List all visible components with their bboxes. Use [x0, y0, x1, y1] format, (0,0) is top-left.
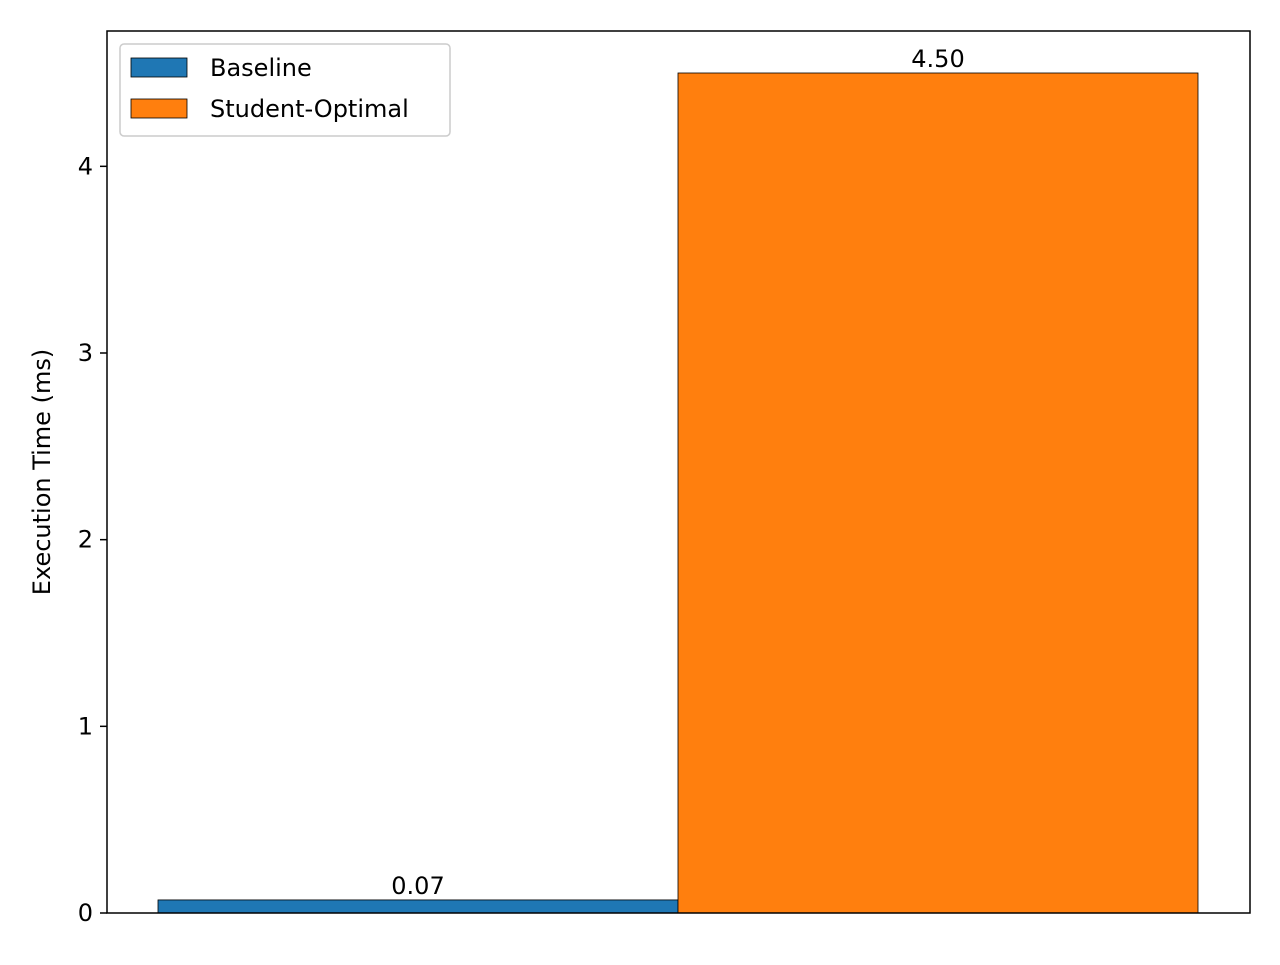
legend: Baseline Student-Optimal [119, 43, 451, 137]
y-tick-label: 0 [78, 899, 93, 927]
legend-swatch-student-optimal [130, 98, 188, 119]
bar-baseline [157, 899, 679, 914]
y-tick-label: 4 [78, 152, 93, 180]
bars-layer [157, 72, 1199, 914]
legend-swatch-baseline [130, 57, 188, 78]
plot-frame [106, 30, 1251, 914]
y-axis: 0 1 2 3 4 [78, 152, 107, 927]
y-axis-label: Execution Time (ms) [28, 349, 56, 595]
y-tick-label: 2 [78, 526, 93, 554]
legend-label-student-optimal: Student-Optimal [210, 95, 409, 123]
legend-label-baseline: Baseline [210, 54, 312, 82]
bar-value-label-student-optimal: 4.50 [911, 45, 964, 73]
y-tick-label: 3 [78, 339, 93, 367]
value-labels-layer: 0.07 4.50 [391, 45, 964, 900]
bar-student-optimal [677, 72, 1199, 914]
legend-box [119, 43, 451, 137]
y-tick-label: 1 [78, 712, 93, 740]
bar-value-label-baseline: 0.07 [391, 872, 444, 900]
